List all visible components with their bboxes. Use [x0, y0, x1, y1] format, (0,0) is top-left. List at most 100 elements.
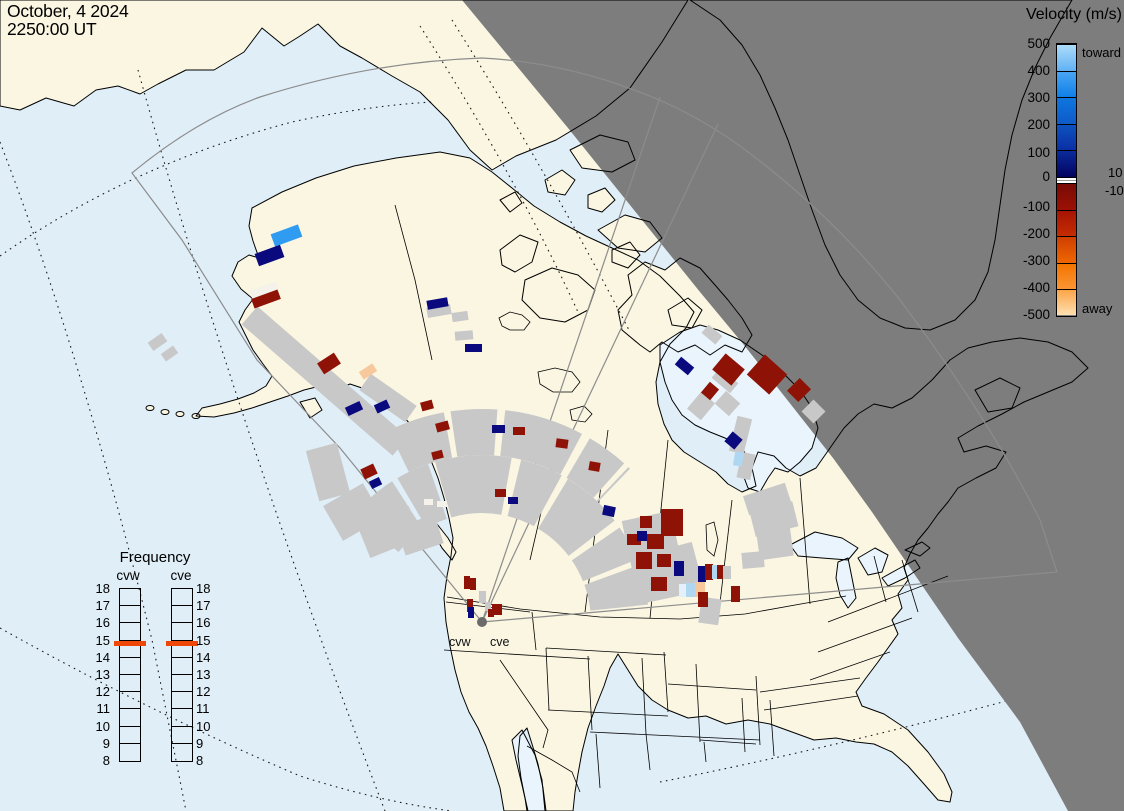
velocity-cell [249, 281, 279, 299]
velocity-cell [731, 586, 740, 602]
frequency-bar-cell [120, 692, 140, 710]
velocity-colorbar-segment [1057, 209, 1076, 237]
velocity-cell [679, 584, 687, 597]
ground-scatter-cell [756, 527, 794, 561]
velocity-cell [588, 461, 601, 472]
ground-scatter-cell [359, 373, 417, 423]
velocity-tick-label: 300 [1027, 90, 1050, 105]
velocity-tick-label: -300 [1022, 253, 1050, 268]
velocity-cell [468, 607, 474, 618]
frequency-tick-label: 18 [95, 581, 110, 596]
velocity-colorbar-segment [1057, 123, 1076, 151]
velocity-tick-label: 500 [1027, 36, 1050, 51]
frequency-bar-cell [172, 675, 192, 693]
velocity-colorbar-segment [1057, 262, 1076, 290]
date-text: October, 4 2024 [7, 1, 129, 21]
velocity-cell [317, 352, 341, 375]
frequency-bar-cell [172, 709, 192, 727]
radar-site-label-cve: cve [490, 635, 510, 649]
velocity-cell [657, 554, 671, 567]
frequency-tick-label: 9 [102, 735, 110, 751]
frequency-tick-label: 15 [196, 632, 211, 648]
velocity-cell [513, 427, 525, 435]
velocity-tick-label: -100 [1022, 199, 1050, 214]
timestamp: October, 4 2024 2250:00 UT [7, 1, 129, 39]
velocity-cell [698, 592, 708, 607]
velocity-colorbar-segment [1057, 182, 1076, 210]
ground-scatter-band [354, 455, 649, 612]
frequency-bar-cell [120, 623, 140, 641]
frequency-col-label-cve: cve [170, 568, 192, 583]
velocity-cell [786, 377, 812, 403]
velocity-cell [485, 602, 491, 611]
velocity-cell [358, 363, 378, 380]
velocity-colorbar [1056, 43, 1077, 317]
velocity-cell [344, 401, 364, 416]
ground-scatter-cell [454, 330, 474, 341]
frequency-col-label-cvw: cvw [116, 568, 140, 583]
velocity-tick-label: 100 [1027, 145, 1050, 160]
frequency-bar-cell [120, 658, 140, 675]
ground-scatter-cell [749, 501, 799, 537]
frequency-tick-label: 17 [196, 598, 211, 614]
velocity-cell [368, 477, 383, 489]
velocity-cell [640, 516, 652, 528]
velocity-cell [435, 420, 450, 433]
frequency-bar-cell [120, 641, 140, 658]
velocity-cell [686, 583, 696, 597]
velocity-cell [674, 356, 695, 376]
frequency-bar-cell [120, 675, 140, 693]
velocity-cell [712, 353, 745, 386]
frequency-tick-label: 10 [95, 718, 110, 734]
ground-scatter-cell [742, 482, 792, 516]
velocity-tick-label: 400 [1027, 63, 1050, 78]
velocity-cell [661, 509, 683, 536]
velocity-cell [705, 564, 713, 580]
graticule-grid [0, 19, 1011, 811]
velocity-cell [492, 425, 505, 433]
velocity-cell [712, 565, 717, 579]
ground-scatter-cell [252, 318, 276, 339]
velocity-cell [637, 531, 647, 541]
velocity-cell [651, 577, 667, 591]
away-label: away [1082, 301, 1113, 316]
radar-fov-outline [131, 57, 1058, 623]
frequency-bar-cell [172, 744, 192, 761]
velocity-colorbar-segment [1057, 44, 1076, 71]
ground-scatter-cell [357, 505, 422, 559]
velocity-cell [508, 497, 518, 504]
velocity-cell [723, 566, 731, 579]
time-text: 2250:00 UT [7, 18, 97, 39]
velocity-cell [636, 552, 652, 569]
frequency-tick-label: 8 [102, 753, 110, 768]
frequency-marker [114, 640, 146, 646]
velocity-cell [732, 451, 745, 467]
frequency-tick-label: 13 [196, 667, 211, 682]
frequency-bar-cell [120, 589, 140, 607]
radar-site-label-cvw: cvw [449, 635, 472, 649]
ground-scatter-cell [268, 332, 290, 350]
frequency-bar-cve [171, 588, 193, 762]
frequency-bar-cell [172, 589, 192, 607]
velocity-cell [492, 604, 502, 615]
ground-scatter-cell [160, 345, 179, 362]
frequency-tick-label: 14 [95, 649, 110, 665]
velocity-cell [360, 463, 378, 480]
ground-scatter-cell [147, 333, 168, 351]
velocity-cell [470, 578, 476, 590]
velocity-cells-layer [249, 224, 812, 618]
velocity-cell [251, 289, 281, 309]
velocity-tick-label: -500 [1022, 307, 1050, 322]
frequency-bar-cell [172, 727, 192, 744]
velocity-cell [464, 576, 470, 589]
velocity-colorbar-segment [1057, 150, 1076, 177]
velocity-cell [424, 499, 433, 505]
velocity-cell [373, 399, 391, 414]
ground-scatter-cell [305, 442, 351, 502]
velocity-cell [717, 565, 724, 579]
fov-beam-edge-east [481, 123, 719, 623]
frequency-marker [166, 640, 198, 646]
frequency-tick-label: 11 [96, 701, 111, 717]
frequency-tick-label: 15 [95, 632, 110, 648]
velocity-cell [254, 244, 285, 267]
